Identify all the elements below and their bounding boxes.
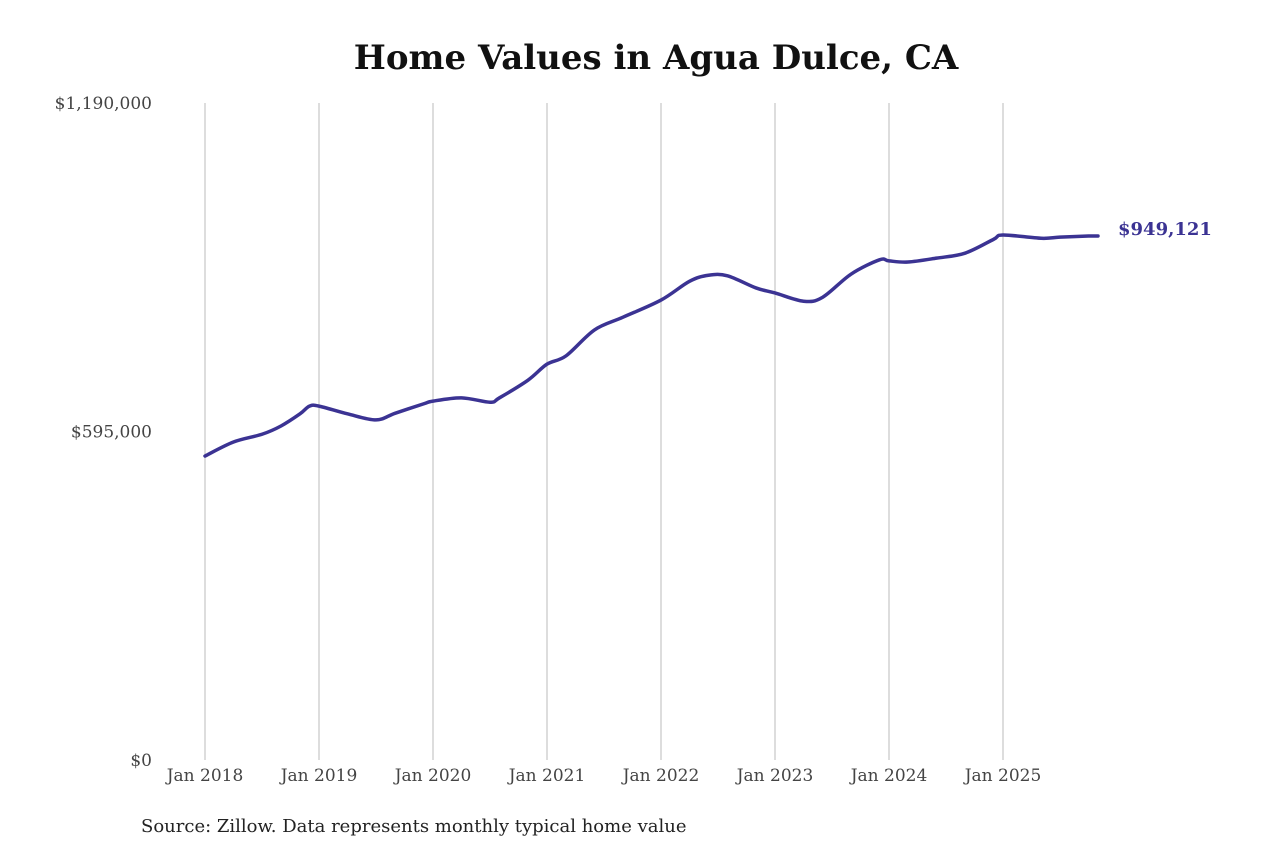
x-tick-label: Jan 2019 — [279, 766, 358, 786]
y-tick-label: $1,190,000 — [55, 94, 152, 114]
x-tick-label: Jan 2022 — [621, 766, 700, 786]
y-tick-label: $595,000 — [71, 423, 152, 443]
source-note: Source: Zillow. Data represents monthly … — [141, 816, 687, 837]
series-line — [203, 233, 1100, 458]
x-tick-label: Jan 2020 — [393, 766, 472, 786]
y-tick-label: $0 — [130, 751, 152, 771]
x-tick-label: Jan 2018 — [165, 766, 244, 786]
x-tick-label: Jan 2025 — [963, 766, 1042, 786]
x-tick-label: Jan 2023 — [735, 766, 814, 786]
x-tick-label: Jan 2021 — [507, 766, 586, 786]
x-tick-label: Jan 2024 — [849, 766, 928, 786]
end-value-label: $949,121 — [1118, 219, 1212, 240]
chart-title: Home Values in Agua Dulce, CA — [353, 38, 959, 78]
